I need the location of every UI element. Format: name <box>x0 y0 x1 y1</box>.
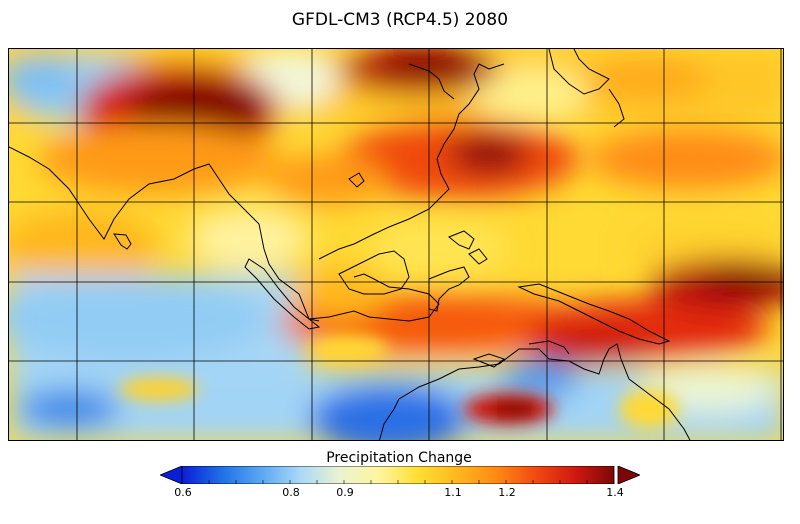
colorbar-tick: 1.4 <box>606 486 624 499</box>
precipitation-field <box>9 49 783 440</box>
colorbar-min-arrow <box>160 466 183 484</box>
graticule <box>9 49 783 440</box>
precipitation-map <box>8 48 784 441</box>
colorbar-label: Precipitation Change <box>326 450 472 466</box>
map-title: GFDL-CM3 (RCP4.5) 2080 <box>291 10 509 30</box>
colorbar <box>160 466 640 484</box>
colorbar-gradient <box>181 466 615 484</box>
colorbar-tick: 0.6 <box>174 486 192 499</box>
colorbar-tick: 1.2 <box>498 486 516 499</box>
colorbar-tick: 0.8 <box>282 486 300 499</box>
colorbar-ticks: 0.6 0.8 0.9 1.1 1.2 1.4 <box>0 484 800 524</box>
colorbar-max-arrow <box>617 466 640 484</box>
colorbar-tick: 0.9 <box>336 486 354 499</box>
colorbar-tick: 1.1 <box>444 486 462 499</box>
